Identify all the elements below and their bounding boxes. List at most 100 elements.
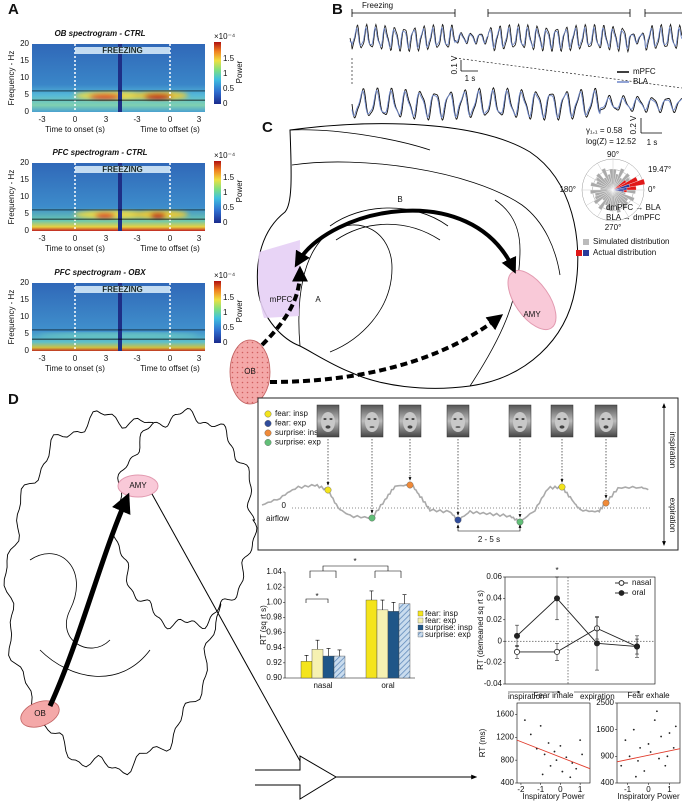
point [523, 719, 526, 722]
y-tick-label: 0.06 [486, 572, 502, 581]
x-tick-label: 3 [104, 115, 109, 124]
event-dot [602, 499, 610, 507]
x-axis-label: expiration [580, 692, 615, 701]
face-eye [563, 418, 567, 420]
spectrogram-blobs [74, 91, 188, 101]
x-tick-label: 0 [73, 354, 78, 363]
colorbar-tick: 0 [223, 99, 228, 108]
scale-label: 0.1 V [450, 55, 459, 74]
power-blob [150, 212, 166, 219]
bar [333, 655, 346, 679]
y-tick-label: 0.92 [266, 658, 282, 667]
x-tick-label: -3 [133, 354, 141, 363]
y-tick-label: -0.04 [484, 679, 503, 688]
x-tick-label: 3 [197, 234, 202, 243]
legend-dot [264, 429, 272, 437]
x-tick-label: oral [381, 681, 395, 690]
y-tick-label: 0 [25, 107, 30, 116]
spectrogram-title: OB spectrogram - CTRL [54, 29, 145, 38]
power-blob [144, 93, 172, 100]
freezing-label: Freezing [362, 1, 393, 10]
face-mouth [325, 425, 331, 429]
face-oval [599, 412, 613, 432]
polar-angle: 180° [559, 185, 576, 194]
spectrogram-blobs [74, 210, 188, 220]
polar-bar [595, 177, 614, 191]
point [553, 750, 556, 753]
legend-marker [618, 590, 625, 596]
legend-dot [264, 439, 272, 446]
colorbar-label: Power [235, 60, 244, 83]
colorbar-exponent: ×10⁻⁴ [214, 151, 236, 160]
face-eye [405, 418, 409, 420]
event-dot [406, 481, 414, 489]
fit-line [516, 739, 591, 770]
point [561, 770, 564, 773]
face-eye [557, 418, 561, 420]
x-axis-label: Time to offset (s) [140, 244, 200, 253]
polar-bar [612, 189, 628, 210]
point [539, 724, 542, 727]
brain-fold [298, 224, 393, 353]
x-axis-label: Time to offset (s) [140, 125, 200, 134]
scale-label: 0.2 V [629, 115, 638, 134]
colorbar-tick: 1.5 [223, 54, 235, 63]
y-tick-label: 0.04 [486, 594, 502, 603]
brain-fold [289, 129, 431, 151]
error-bar [369, 590, 374, 601]
y-tick-label: 0.94 [266, 643, 282, 652]
scale-label: 1 s [647, 138, 658, 147]
x-axis-label: Time to onset (s) [45, 125, 105, 134]
y-tick-label: 15 [20, 175, 29, 184]
polar-bar [609, 189, 614, 212]
legend-swatch [583, 239, 589, 245]
face-oval [555, 412, 569, 432]
y-axis-label: RT (sq rt s) [259, 605, 268, 645]
y-tick-label: 0 [25, 346, 30, 355]
y-tick-label: 20 [20, 158, 29, 167]
legend-label: surprise: insp [425, 623, 473, 632]
polar-bar [612, 183, 630, 191]
y-tick-label: 1.04 [266, 567, 282, 576]
colorbar-tick: 0.5 [223, 323, 235, 332]
x-axis-label: Time to onset (s) [45, 364, 105, 373]
panel-label: B [332, 1, 343, 18]
x-tick-label: 3 [197, 354, 202, 363]
region-label: OB [34, 709, 46, 718]
trace [351, 86, 682, 121]
y-tick-label: 15 [20, 56, 29, 65]
face-mouth [407, 425, 413, 429]
y-tick-label: 20 [20, 39, 29, 48]
y-tick-label: 5 [25, 329, 30, 338]
x-tick-label: -3 [133, 115, 141, 124]
colorbar-tick: 0.5 [223, 203, 235, 212]
freezing-bar [75, 286, 170, 293]
x-tick-label: 3 [197, 115, 202, 124]
region-label: OB [244, 367, 256, 376]
polar-angle: 0° [648, 185, 656, 194]
y-tick-label: 0.98 [266, 613, 282, 622]
mpfc-region [258, 240, 300, 318]
point [668, 732, 671, 734]
y-tick-label: 5 [25, 90, 30, 99]
face-eye [459, 418, 463, 420]
peak-angle: 19.47° [648, 165, 671, 174]
amy-region [117, 474, 159, 498]
legend-label: surprise: insp [275, 428, 323, 437]
polar-stat: log(Z) = 12.52 [586, 137, 637, 146]
point [565, 756, 568, 759]
freezing-label: FREEZING [102, 165, 142, 174]
face-oval [321, 412, 335, 432]
colorbar-tick: 1 [223, 308, 228, 317]
face-mouth [517, 426, 523, 428]
x-tick-label: 0 [646, 785, 651, 794]
x-tick-label: 0 [73, 115, 78, 124]
point [571, 762, 574, 764]
y-tick-label: 10 [20, 192, 29, 201]
face-eye [367, 418, 371, 420]
spectrogram-title: PFC spectrogram - CTRL [52, 148, 147, 157]
colorbar-tick: 0 [223, 218, 228, 227]
y-tick-label: 0.90 [266, 673, 282, 682]
panel-label: C [262, 119, 273, 136]
